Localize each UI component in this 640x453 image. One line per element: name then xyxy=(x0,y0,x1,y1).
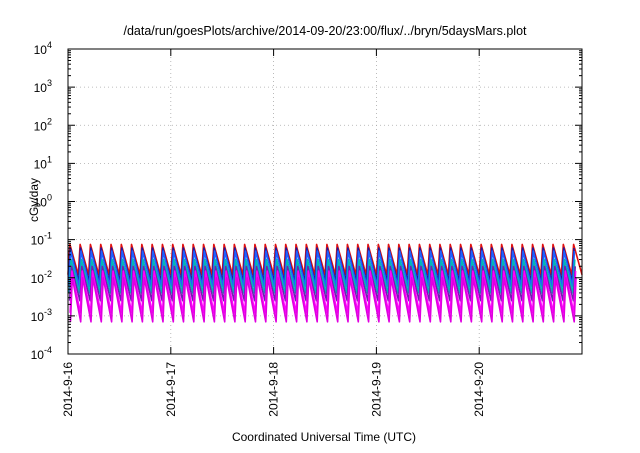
chart-title: /data/run/goesPlots/archive/2014-09-20/2… xyxy=(123,24,527,38)
x-tick-label: 2014-9-17 xyxy=(164,362,178,417)
series-layer xyxy=(67,243,583,323)
axes: 10-4 10-3 10-2 10-1 100 101 102 103 104 2014-9-16… xyxy=(31,40,582,417)
y-tick-label: 100 xyxy=(34,193,52,210)
y-tick-label: 102 xyxy=(34,116,52,133)
x-tick-label: 2014-9-20 xyxy=(472,362,486,417)
y-axis-label: cGy/day xyxy=(27,178,41,222)
y-tick-label: 10-2 xyxy=(31,269,52,286)
x-tick-label: 2014-9-18 xyxy=(267,362,281,417)
y-tick-label: 10-4 xyxy=(31,345,52,362)
y-tick-label: 10-3 xyxy=(31,307,52,324)
data-series-line xyxy=(69,277,577,323)
x-tick-label: 2014-9-19 xyxy=(369,362,383,417)
x-tick-label: 2014-9-16 xyxy=(61,362,75,417)
y-tick-label: 101 xyxy=(34,154,52,171)
y-tick-label: 103 xyxy=(34,78,52,95)
y-tick-label: 10-1 xyxy=(31,231,52,248)
x-axis-label: Coordinated Universal Time (UTC) xyxy=(232,430,416,444)
data-series-line xyxy=(68,250,576,287)
y-tick-label: 104 xyxy=(34,40,52,57)
